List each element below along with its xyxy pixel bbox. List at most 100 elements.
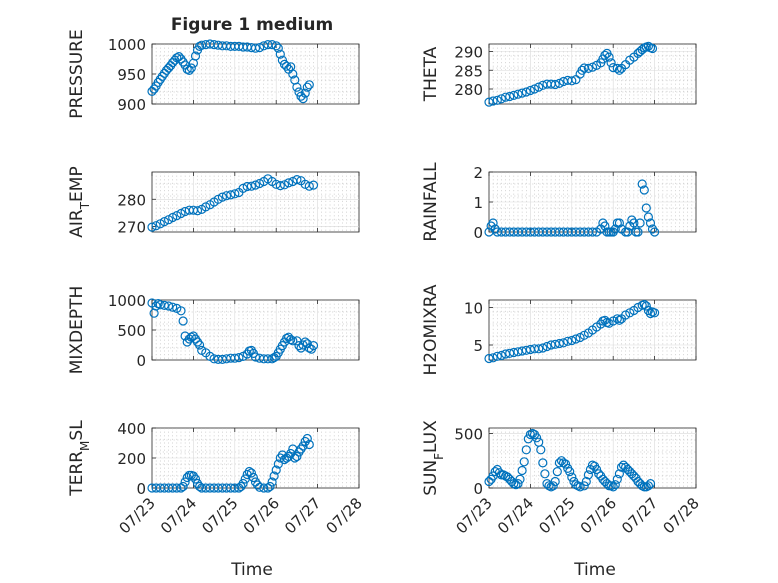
y-tick-label: 1 — [473, 194, 483, 212]
data-point — [298, 441, 308, 451]
data-point — [519, 457, 529, 467]
data-point — [550, 79, 560, 90]
data-point — [641, 203, 651, 213]
x-tick-label: 07/28 — [660, 494, 703, 537]
data-point — [172, 211, 182, 221]
data-point — [147, 222, 157, 232]
data-point — [186, 332, 196, 342]
data-point — [178, 316, 188, 326]
data-point — [643, 305, 654, 316]
y-axis-label-7: TERRMSL — [67, 420, 92, 497]
x-axis-label-right: Time — [573, 560, 616, 580]
y-tick-label: 900 — [117, 96, 146, 114]
data-point — [248, 472, 258, 483]
data-point — [294, 87, 304, 97]
data-point — [277, 55, 287, 65]
data-point — [606, 58, 616, 68]
data-point — [292, 82, 302, 92]
x-tick-label: 07/23 — [116, 494, 159, 537]
data-point — [168, 302, 178, 312]
data-point — [168, 212, 178, 223]
data-point — [492, 351, 502, 361]
data-point — [627, 215, 637, 225]
data-point — [579, 481, 589, 491]
data-point — [513, 89, 523, 99]
data-point — [238, 183, 248, 193]
data-point — [484, 97, 494, 107]
data-point — [195, 41, 205, 52]
data-point — [275, 181, 285, 191]
data-point — [600, 221, 610, 231]
y-tick-label: 5 — [473, 337, 483, 355]
data-point — [288, 336, 298, 346]
data-point — [612, 474, 622, 484]
data-point — [190, 51, 201, 61]
data-point — [552, 467, 562, 477]
x-axis-label-left: Time — [230, 560, 273, 580]
data-point — [575, 482, 585, 492]
data-point — [529, 84, 540, 94]
data-point — [284, 178, 294, 188]
data-point — [292, 175, 302, 185]
data-point — [192, 206, 203, 216]
data-point — [604, 52, 614, 62]
y-tick-label: 1000 — [108, 292, 146, 310]
data-point — [600, 50, 610, 60]
data-point — [521, 87, 531, 97]
data-point — [238, 478, 248, 489]
y-axis-label-6: H2OMIXRA — [421, 284, 441, 375]
y-tick-label: 0 — [136, 480, 146, 498]
data-point — [647, 224, 658, 234]
data-point — [629, 218, 639, 228]
data-point — [176, 306, 186, 316]
x-tick-label: 07/25 — [535, 494, 578, 537]
data-point — [554, 338, 565, 349]
data-point — [250, 180, 261, 190]
y-tick-label: 285 — [454, 62, 483, 80]
data-point — [230, 483, 240, 493]
data-point — [525, 85, 536, 96]
data-point — [226, 190, 236, 200]
data-point — [230, 189, 240, 199]
data-point — [304, 181, 314, 191]
data-point — [484, 353, 494, 364]
data-point — [647, 43, 658, 54]
data-point — [188, 471, 198, 481]
data-point — [195, 340, 205, 350]
y-axis-label-4: RAINFALL — [421, 162, 441, 242]
data-point — [250, 352, 261, 362]
subplot-5: 0 500 1000 MIXDEPTH — [67, 286, 360, 374]
y-tick-label: 290 — [454, 44, 483, 62]
data-point — [587, 227, 598, 237]
data-point — [496, 94, 506, 104]
data-point — [304, 439, 314, 450]
data-point — [164, 301, 174, 311]
data-point — [587, 62, 598, 72]
data-point — [172, 483, 182, 493]
data-point — [190, 474, 201, 484]
subplot-1: 900 950 1000 PRESSURE — [67, 29, 360, 119]
data-point — [577, 65, 587, 75]
data-point — [292, 451, 302, 462]
x-tick-label: 07/26 — [577, 494, 620, 537]
y-axis-label-2: THETA — [421, 46, 441, 102]
data-point — [517, 88, 527, 98]
data-point — [279, 180, 290, 190]
data-point — [567, 472, 577, 482]
data-point — [531, 433, 542, 443]
y-tick-label: 0 — [136, 352, 146, 370]
y-tick-label: 10 — [464, 300, 483, 318]
data-point — [302, 82, 312, 92]
data-point — [267, 477, 277, 487]
data-point — [521, 445, 531, 455]
data-point — [246, 468, 256, 478]
data-point — [186, 63, 196, 73]
data-point — [633, 227, 643, 237]
data-point — [159, 217, 169, 227]
data-point — [172, 53, 182, 63]
data-point — [271, 41, 281, 51]
data-point — [180, 477, 190, 487]
data-point — [308, 341, 319, 351]
y-tick-label: 0 — [473, 480, 483, 498]
data-point — [565, 467, 575, 477]
